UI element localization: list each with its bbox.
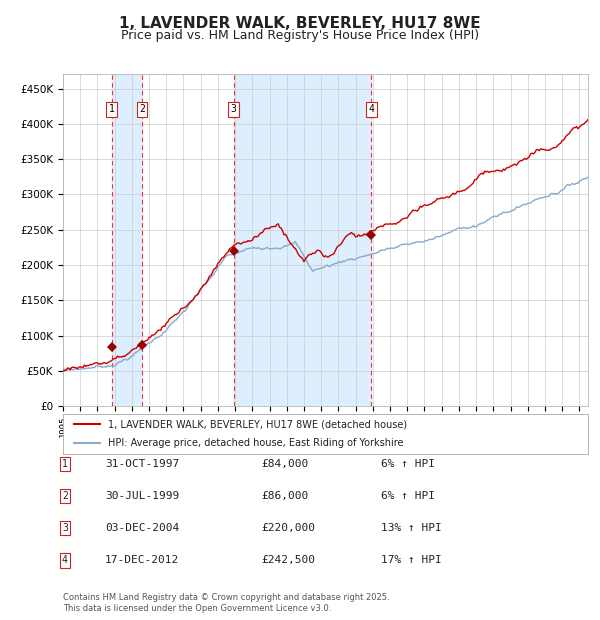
Text: 1, LAVENDER WALK, BEVERLEY, HU17 8WE: 1, LAVENDER WALK, BEVERLEY, HU17 8WE [119,16,481,31]
Text: £220,000: £220,000 [261,523,315,533]
Text: £86,000: £86,000 [261,491,308,501]
Text: 17-DEC-2012: 17-DEC-2012 [105,556,179,565]
Text: Price paid vs. HM Land Registry's House Price Index (HPI): Price paid vs. HM Land Registry's House … [121,29,479,42]
Text: 03-DEC-2004: 03-DEC-2004 [105,523,179,533]
Bar [112,74,142,406]
Text: 1, LAVENDER WALK, BEVERLEY, HU17 8WE (detached house): 1, LAVENDER WALK, BEVERLEY, HU17 8WE (de… [107,419,407,430]
Text: 31-OCT-1997: 31-OCT-1997 [105,459,179,469]
Text: 30-JUL-1999: 30-JUL-1999 [105,491,179,501]
Text: Contains HM Land Registry data © Crown copyright and database right 2025.
This d: Contains HM Land Registry data © Crown c… [63,593,389,613]
Text: 2: 2 [62,491,68,501]
Text: 3: 3 [62,523,68,533]
Bar [233,74,371,406]
Text: HPI: Average price, detached house, East Riding of Yorkshire: HPI: Average price, detached house, East… [107,438,403,448]
Text: 4: 4 [368,104,374,114]
Text: 17% ↑ HPI: 17% ↑ HPI [381,556,442,565]
Text: 6% ↑ HPI: 6% ↑ HPI [381,459,435,469]
Text: 2: 2 [139,104,145,114]
Text: 1: 1 [62,459,68,469]
Text: £242,500: £242,500 [261,556,315,565]
Text: 6% ↑ HPI: 6% ↑ HPI [381,491,435,501]
Text: 1: 1 [109,104,115,114]
Text: 13% ↑ HPI: 13% ↑ HPI [381,523,442,533]
Text: 4: 4 [62,556,68,565]
Text: 3: 3 [231,104,236,114]
Text: £84,000: £84,000 [261,459,308,469]
